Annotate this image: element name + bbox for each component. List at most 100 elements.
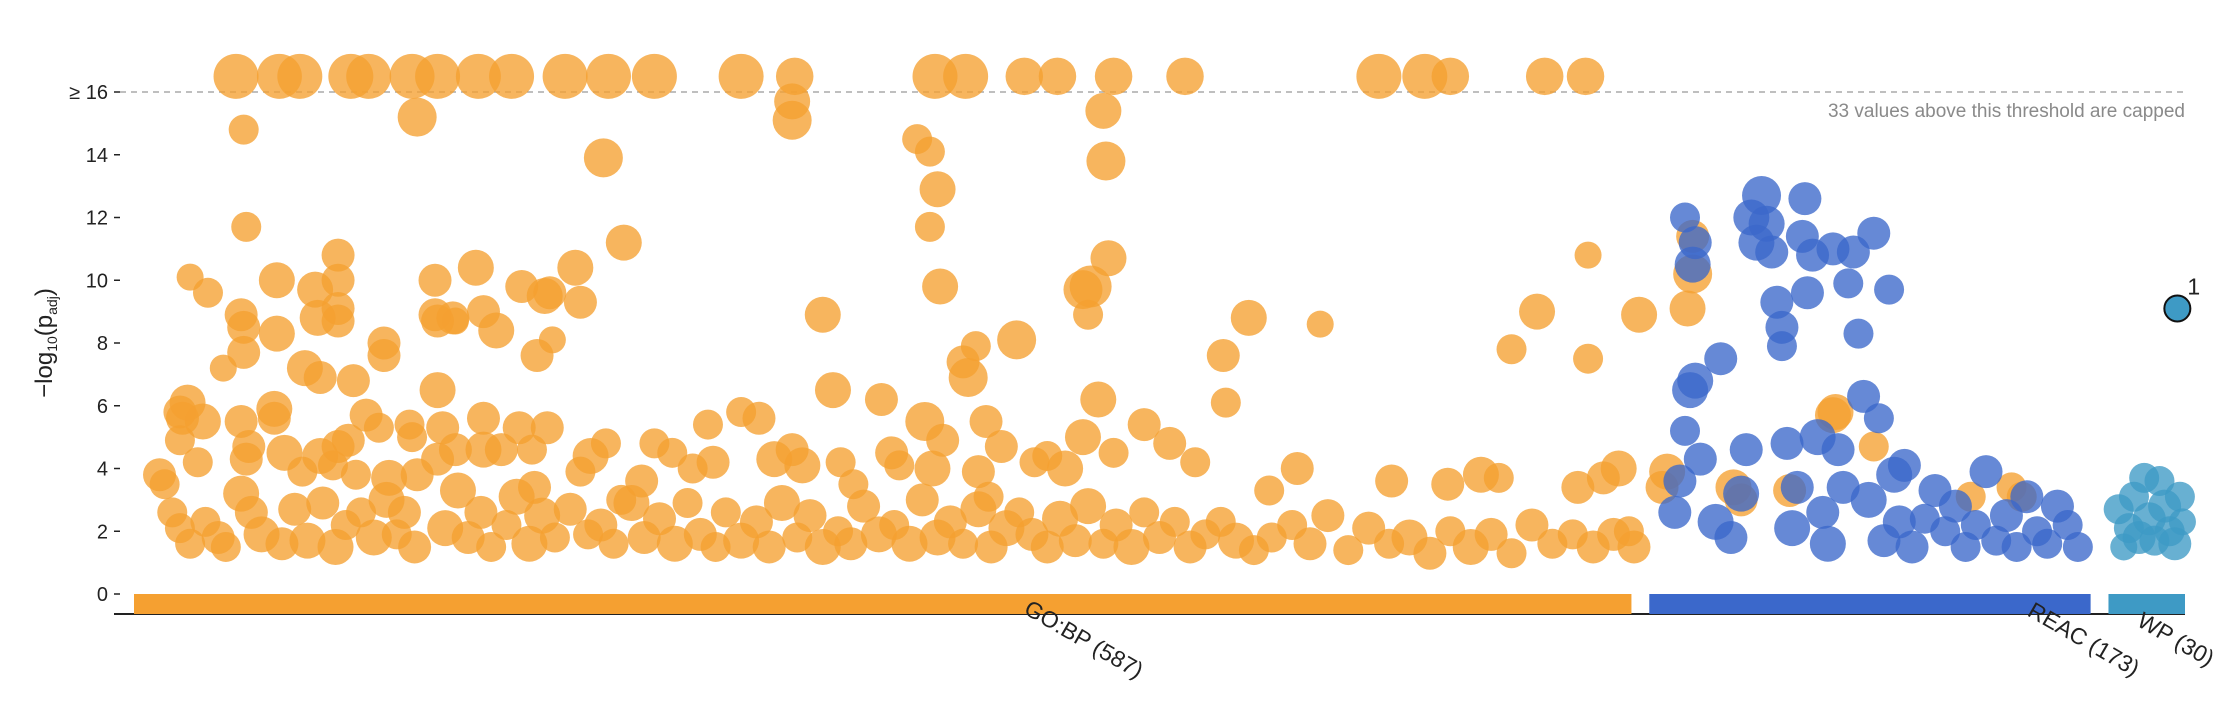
gobp-point bbox=[922, 268, 959, 305]
reac-point bbox=[1843, 318, 1874, 349]
y-tick-label: 6 bbox=[97, 396, 108, 418]
gobp-point bbox=[1817, 394, 1854, 431]
y-tick-label: 14 bbox=[86, 145, 108, 167]
gobp-point bbox=[331, 423, 365, 457]
reac-point bbox=[1658, 495, 1692, 529]
gobp-point bbox=[752, 530, 786, 564]
gobp-point bbox=[258, 315, 295, 352]
gobp-point bbox=[478, 312, 515, 349]
gobp-point bbox=[1375, 464, 1409, 498]
gobp-point bbox=[583, 138, 623, 178]
gobp-point bbox=[184, 403, 221, 440]
gobp-point bbox=[631, 53, 677, 99]
reac-point bbox=[1874, 274, 1905, 305]
data-points bbox=[143, 53, 2196, 570]
reac-point bbox=[1806, 495, 1840, 529]
gobp-point bbox=[227, 335, 261, 369]
reac-point bbox=[1766, 331, 1797, 362]
gobp-point bbox=[539, 522, 570, 553]
gobp-point bbox=[656, 525, 693, 562]
gobp-point bbox=[948, 358, 988, 398]
gobp-point bbox=[213, 53, 259, 99]
gobp-point bbox=[891, 525, 928, 562]
gobp-point bbox=[960, 491, 997, 528]
reac-point bbox=[1729, 433, 1763, 467]
reac-point bbox=[1809, 525, 1846, 562]
gobp-point bbox=[1573, 343, 1604, 374]
reac-point bbox=[1850, 481, 1887, 518]
gobp-point bbox=[1206, 339, 1240, 373]
gobp-point bbox=[692, 409, 723, 440]
gobp-point bbox=[1058, 524, 1092, 558]
y-tick-label: 0 bbox=[97, 584, 108, 606]
gobp-point bbox=[1496, 538, 1527, 569]
reac-point bbox=[1895, 530, 1929, 564]
gobp-point bbox=[1064, 419, 1101, 456]
gobp-point bbox=[303, 361, 337, 395]
gobp-point bbox=[834, 527, 868, 561]
svg-text:−log10(padj): −log10(padj) bbox=[31, 288, 60, 398]
gobp-point bbox=[210, 531, 241, 562]
gobp-point bbox=[1515, 508, 1549, 542]
gobp-point bbox=[439, 472, 476, 509]
gobp-point bbox=[943, 53, 989, 99]
gobp-point bbox=[491, 509, 522, 540]
highlight-point[interactable]: 1 bbox=[2163, 273, 2200, 323]
highlight-circle[interactable] bbox=[2163, 294, 2192, 323]
gobp-point bbox=[1080, 381, 1117, 418]
gobp-point bbox=[192, 277, 223, 308]
gobp-point bbox=[696, 445, 730, 479]
gobp-point bbox=[1063, 270, 1103, 310]
gobp-point bbox=[1254, 475, 1285, 506]
reac-point bbox=[1704, 342, 1738, 376]
gobp-point bbox=[557, 249, 594, 286]
reac-point bbox=[1821, 433, 1855, 467]
y-tick-label: 12 bbox=[86, 208, 108, 230]
reac-point bbox=[1774, 510, 1811, 547]
gobp-point bbox=[1090, 240, 1127, 277]
y-axis-title: −log10(padj) bbox=[31, 288, 60, 398]
gobp-point bbox=[257, 401, 291, 435]
gobp-point bbox=[1129, 497, 1160, 528]
gobp-point bbox=[948, 528, 979, 559]
reac-point bbox=[1670, 415, 1701, 446]
reac-point bbox=[1790, 276, 1824, 310]
gobp-point bbox=[1113, 528, 1150, 565]
reac-point bbox=[1723, 475, 1760, 512]
gobp-point bbox=[1431, 467, 1465, 501]
gobp-point bbox=[1030, 530, 1064, 564]
gobp-point bbox=[542, 53, 588, 99]
gobp-point bbox=[1621, 296, 1658, 333]
gobp-point bbox=[1306, 310, 1334, 338]
reac-point bbox=[1930, 516, 1961, 547]
gobp-point bbox=[774, 83, 811, 120]
gobp-point bbox=[1153, 426, 1187, 460]
gobp-point bbox=[227, 310, 261, 344]
reac-point bbox=[1770, 426, 1804, 460]
reac-point bbox=[1857, 216, 1891, 250]
source-bar-gobp bbox=[134, 594, 1632, 614]
source-label-wp: WP (30) bbox=[2133, 607, 2219, 671]
gobp-point bbox=[763, 485, 800, 522]
gobp-point bbox=[489, 53, 535, 99]
gobp-point bbox=[1280, 452, 1314, 485]
gobp-point bbox=[457, 249, 494, 286]
gobp-point bbox=[1333, 535, 1364, 566]
gobp-point bbox=[398, 530, 432, 564]
gobp-point bbox=[961, 455, 995, 489]
gobp-point bbox=[346, 53, 392, 99]
gobp-point bbox=[590, 428, 621, 459]
gobp-point bbox=[825, 447, 856, 478]
source-bars bbox=[134, 594, 2185, 614]
gobp-point bbox=[1525, 57, 1564, 96]
reac-point bbox=[2001, 531, 2032, 562]
reac-point bbox=[2032, 528, 2063, 559]
gobp-point bbox=[224, 404, 258, 438]
gobp-point bbox=[598, 528, 629, 559]
reac-point bbox=[1755, 235, 1789, 269]
gobp-point bbox=[884, 450, 915, 481]
gobp-point bbox=[1431, 57, 1470, 96]
gobp-point bbox=[419, 372, 456, 409]
gobp-point bbox=[1483, 462, 1514, 493]
gobp-point bbox=[484, 433, 518, 467]
